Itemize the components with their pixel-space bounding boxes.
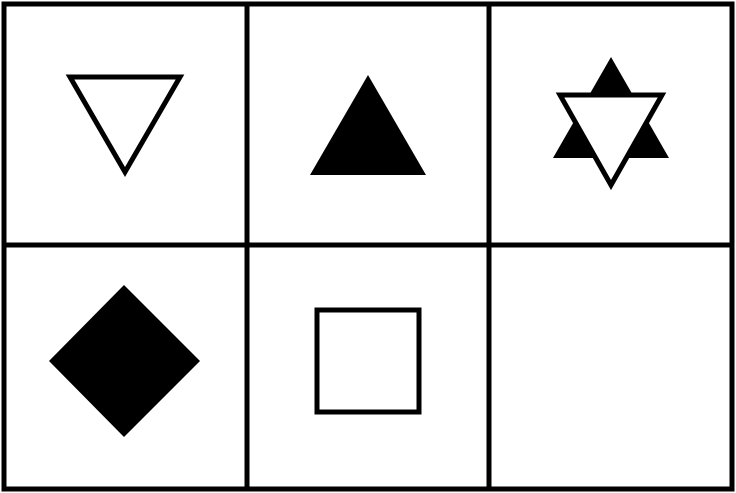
cell-r2-c2 — [249, 247, 487, 487]
star-outline-down-triangle — [555, 92, 667, 191]
solid-up-triangle-shape — [310, 75, 426, 175]
star-of-david-shape — [553, 57, 669, 191]
cell-r2-c3[interactable] — [491, 247, 730, 487]
outline-square-shape — [314, 307, 422, 415]
cell-r1-c1 — [6, 6, 245, 243]
cell-background — [6, 6, 245, 243]
cell-r1-c2 — [249, 6, 487, 243]
solid-diamond-shape — [49, 285, 200, 437]
outline-down-triangle-shape — [65, 74, 185, 177]
puzzle-cells — [6, 6, 730, 487]
cell-background — [249, 247, 487, 487]
cell-r2-c1 — [6, 247, 245, 487]
cell-background — [491, 247, 730, 487]
cell-r1-c3 — [491, 6, 730, 243]
